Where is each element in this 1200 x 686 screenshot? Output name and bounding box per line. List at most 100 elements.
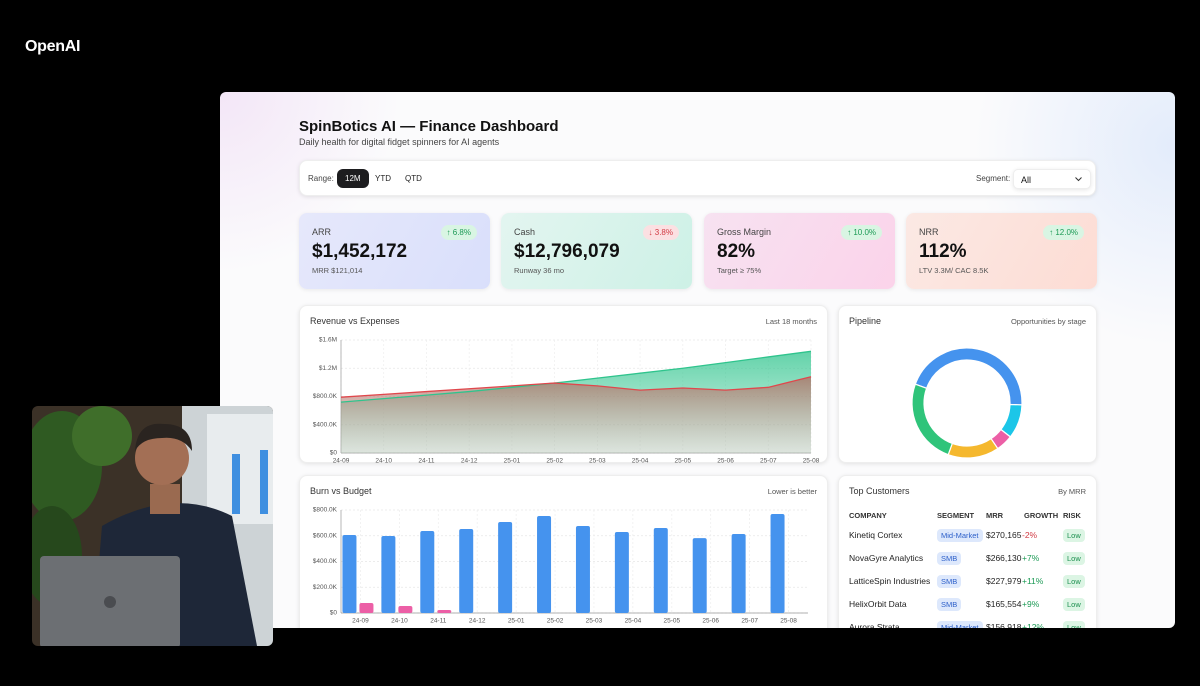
x-tick-label: 24-09 xyxy=(352,618,369,625)
series-line xyxy=(340,376,812,398)
card-subtitle: Opportunities by stage xyxy=(1010,317,1086,326)
customers-card: Top Customers By MRR COMPANY SEGMENT MRR GR… xyxy=(838,475,1097,628)
dashboard-subtitle: Daily health for digital fidget spinners… xyxy=(299,137,500,147)
y-tick-label: $200.0K xyxy=(313,584,338,591)
card-title: Revenue vs Expenses xyxy=(310,316,400,326)
x-tick-label: 24-12 xyxy=(469,618,486,625)
chevron xyxy=(1075,177,1082,182)
company: LatticeSpin Industries xyxy=(849,576,931,586)
kpi-note: MRR $121,014 xyxy=(312,266,363,275)
bar xyxy=(537,516,552,613)
mrr: $266,130 xyxy=(986,553,1022,563)
y-tick-label: $400.0K xyxy=(313,558,338,565)
x-tick-label: 25-01 xyxy=(508,618,525,625)
kpi-card: NRR 112% LTV 3.3M/ CAC 8.5K ↑ 12.0% xyxy=(906,213,1097,289)
column-header: SEGMENT xyxy=(937,511,975,520)
bar xyxy=(420,530,435,613)
donut-segment xyxy=(911,383,954,456)
x-tick-label: 25-04 xyxy=(632,458,649,465)
card-subtitle: By MRR xyxy=(1058,487,1086,496)
company: Kinetiq Cortex xyxy=(849,530,903,540)
y-tick-label: $0 xyxy=(330,610,338,617)
x-tick-label: 25-06 xyxy=(717,458,734,465)
segment-pill: SMB xyxy=(937,552,962,565)
range-button[interactable]: QTD xyxy=(405,174,422,183)
bar xyxy=(692,538,707,613)
risk-pill: Low xyxy=(1063,529,1085,542)
bar xyxy=(653,528,668,613)
kpi-change: ↑ 12.0% xyxy=(1043,225,1084,240)
x-tick-label: 25-08 xyxy=(803,458,820,465)
x-tick-label: 24-12 xyxy=(461,458,478,465)
growth: +9% xyxy=(1022,599,1040,609)
column-header: RISK xyxy=(1063,511,1081,520)
series-line xyxy=(340,350,812,403)
card-subtitle: Lower is better xyxy=(767,487,817,496)
x-tick-label: 25-07 xyxy=(741,618,758,625)
dashboard: SpinBotics AI — Finance Dashboard Daily … xyxy=(220,92,1175,628)
y-tick-label: $1.6M xyxy=(319,337,337,344)
company: HelixOrbit Data xyxy=(849,599,907,609)
kpi-card: ARR $1,452,172 MRR $121,014 ↑ 6.8% xyxy=(299,213,490,289)
x-tick-label: 25-04 xyxy=(625,618,642,625)
pipeline-card: Pipeline Opportunities by stage xyxy=(838,305,1097,463)
kpi-change: ↓ 3.8% xyxy=(642,225,679,240)
mrr: $165,554 xyxy=(986,599,1022,609)
bar xyxy=(342,534,357,613)
x-tick-label: 24-11 xyxy=(430,618,447,625)
kpi-label: Cash xyxy=(514,227,536,237)
x-tick-label: 25-03 xyxy=(586,618,603,625)
growth: +12% xyxy=(1022,622,1044,628)
bar xyxy=(381,536,396,613)
kpi-card: Cash $12,796,079 Runway 36 mo ↓ 3.8% xyxy=(501,213,692,289)
company: NovaGyre Analytics xyxy=(849,553,924,563)
x-tick-label: 25-02 xyxy=(547,618,564,625)
donut-segment xyxy=(947,437,999,459)
kpi-card: Gross Margin 82% Target ≥ 75% ↑ 10.0% xyxy=(704,213,895,289)
kpi-change: ↑ 6.8% xyxy=(440,225,477,240)
y-tick-label: $400.0K xyxy=(313,421,338,428)
x-tick-label: 25-02 xyxy=(546,458,563,465)
risk-pill: Low xyxy=(1063,598,1085,611)
mrr: $156,918 xyxy=(986,622,1022,628)
x-tick-label: 25-03 xyxy=(589,458,606,465)
bar xyxy=(770,513,785,613)
kpi-label: NRR xyxy=(919,227,939,237)
growth: -2% xyxy=(1022,530,1038,540)
x-tick-label: 24-11 xyxy=(418,458,435,465)
kpi-note: LTV 3.3M/ CAC 8.5K xyxy=(919,266,989,275)
bar xyxy=(614,532,629,613)
column-header: COMPANY xyxy=(849,511,887,520)
webcam-feed xyxy=(32,406,273,646)
segment-select[interactable]: All xyxy=(1013,169,1091,189)
range-button[interactable]: 12M xyxy=(337,169,369,188)
mrr: $270,165 xyxy=(986,530,1022,540)
kpi-value: $1,452,172 xyxy=(312,241,408,262)
kpi-value: $12,796,079 xyxy=(514,241,620,262)
x-tick-label: 24-09 xyxy=(333,458,350,465)
y-tick-label: $600.0K xyxy=(313,532,338,539)
bar xyxy=(498,521,513,613)
risk-pill: Low xyxy=(1063,552,1085,565)
y-tick-label: $800.0K xyxy=(313,507,338,514)
bar xyxy=(731,533,746,613)
card-title: Top Customers xyxy=(849,486,910,496)
range-button[interactable]: YTD xyxy=(375,174,391,183)
x-tick-label: 25-01 xyxy=(504,458,521,465)
segment-pill: Mid-Market xyxy=(937,529,983,542)
segment-pill: SMB xyxy=(937,598,962,611)
x-tick-label: 24-10 xyxy=(375,458,392,465)
card-title: Burn vs Budget xyxy=(310,486,372,496)
bar xyxy=(398,606,413,613)
y-tick-label: $1.2M xyxy=(319,365,337,372)
bar xyxy=(575,525,590,613)
company: Aurora Strata xyxy=(849,622,900,628)
x-tick-label: 25-05 xyxy=(663,618,680,625)
segment-pill: SMB xyxy=(937,575,962,588)
kpi-value: 82% xyxy=(717,241,756,262)
risk-pill: Low xyxy=(1063,621,1085,628)
bar xyxy=(359,602,374,613)
mrr: $227,979 xyxy=(986,576,1022,586)
growth: +7% xyxy=(1022,553,1040,563)
